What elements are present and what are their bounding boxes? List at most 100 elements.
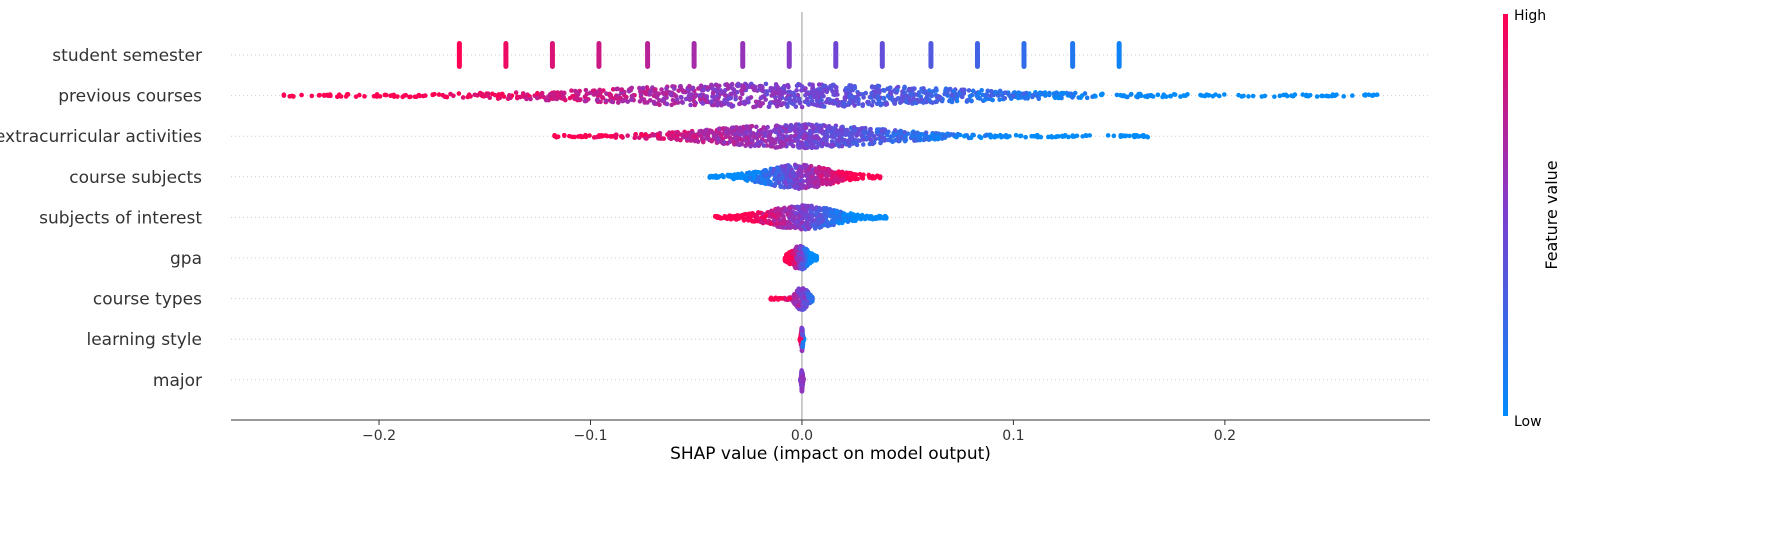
shap-point xyxy=(590,88,596,94)
shap-point xyxy=(803,92,808,98)
shap-point xyxy=(569,88,574,93)
shap-point xyxy=(730,125,736,130)
shap-point xyxy=(690,85,696,91)
shap-point xyxy=(769,208,774,214)
shap-point xyxy=(731,139,736,145)
shap-point xyxy=(778,183,783,188)
shap-point xyxy=(740,41,746,69)
shap-point xyxy=(408,94,413,100)
shap-point xyxy=(775,214,781,219)
shap-point xyxy=(830,88,835,94)
shap-point xyxy=(744,129,749,135)
shap-point xyxy=(851,124,857,130)
shap-point xyxy=(1038,134,1044,140)
shap-point xyxy=(460,95,466,100)
shap-point xyxy=(697,97,703,102)
shap-point xyxy=(1093,94,1098,99)
shap-point xyxy=(851,98,856,104)
shap-point xyxy=(619,87,624,93)
shap-point xyxy=(733,96,738,102)
shap-point xyxy=(877,174,883,179)
shap-point xyxy=(583,87,589,93)
shap-point xyxy=(618,95,623,101)
shap-point xyxy=(809,174,815,180)
shap-point xyxy=(723,126,729,131)
shap-point xyxy=(873,85,879,91)
shap-point xyxy=(796,98,801,103)
shap-point xyxy=(610,87,616,92)
shap-point xyxy=(362,94,367,99)
shap-point xyxy=(792,177,797,183)
shap-point xyxy=(1259,94,1265,99)
shap-point xyxy=(683,132,689,138)
shap-point xyxy=(800,374,805,379)
shap-point xyxy=(744,141,750,147)
shap-point xyxy=(680,100,685,105)
shap-point xyxy=(562,133,567,139)
shap-point xyxy=(754,132,760,137)
shap-point xyxy=(1084,95,1090,101)
shap-point xyxy=(777,224,783,230)
shap-point xyxy=(800,261,805,267)
shap-point xyxy=(1066,134,1071,140)
shap-point xyxy=(916,136,922,142)
shap-point xyxy=(843,85,849,91)
shap-point xyxy=(969,98,974,104)
shap-point xyxy=(752,169,758,175)
shap-point xyxy=(763,97,768,102)
shap-point xyxy=(767,129,773,135)
shap-point xyxy=(933,86,939,91)
shap-point xyxy=(1125,94,1130,100)
shap-point xyxy=(766,133,772,139)
shap-point xyxy=(596,41,602,69)
feature-label: subjects of interest xyxy=(39,208,202,228)
shap-point xyxy=(722,99,728,104)
shap-point xyxy=(869,90,874,96)
shap-point xyxy=(773,209,778,214)
shap-point xyxy=(773,181,778,187)
shap-point xyxy=(842,218,848,223)
shap-point xyxy=(731,87,737,93)
shap-point xyxy=(903,97,909,103)
shap-point xyxy=(804,171,810,177)
shap-point xyxy=(773,82,779,87)
shap-point xyxy=(792,162,798,168)
shap-point xyxy=(316,93,322,98)
shap-point xyxy=(761,180,767,186)
shap-point xyxy=(686,89,691,94)
shap-point xyxy=(857,128,862,134)
shap-point xyxy=(743,177,749,182)
shap-point xyxy=(833,41,839,69)
shap-point xyxy=(782,296,788,302)
shap-point xyxy=(603,98,609,104)
shap-point xyxy=(596,133,602,138)
shap-point xyxy=(762,213,768,219)
shap-point xyxy=(791,90,796,96)
shap-point xyxy=(633,132,638,138)
shap-point xyxy=(915,99,921,104)
shap-point xyxy=(823,133,829,138)
shap-point xyxy=(794,219,800,225)
shap-point xyxy=(727,139,732,145)
shap-point xyxy=(769,93,774,98)
shap-point xyxy=(629,97,634,103)
shap-point xyxy=(942,91,947,97)
shap-point xyxy=(834,92,840,97)
shap-point xyxy=(773,98,779,104)
shap-point xyxy=(739,91,745,97)
shap-point xyxy=(853,140,859,146)
shap-point xyxy=(928,41,934,69)
shap-point xyxy=(1206,92,1212,98)
shap-point xyxy=(808,296,813,302)
shap-point xyxy=(756,169,761,175)
shap-point xyxy=(1003,90,1008,95)
shap-point xyxy=(679,95,684,100)
shap-point xyxy=(625,99,631,104)
shap-point xyxy=(806,226,811,232)
shap-point xyxy=(487,95,493,101)
shap-point xyxy=(997,88,1003,94)
shap-point xyxy=(983,92,989,98)
shap-point xyxy=(774,123,779,129)
shap-point xyxy=(995,92,1001,97)
shap-point xyxy=(799,220,805,225)
